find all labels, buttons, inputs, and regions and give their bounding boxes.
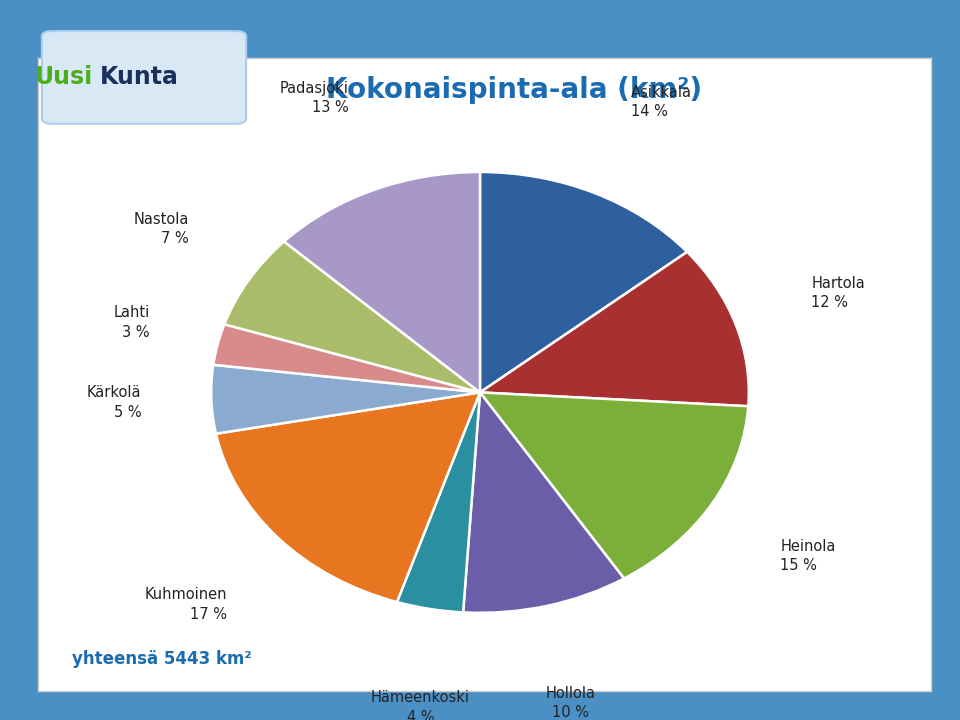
Text: Lahti
3 %: Lahti 3 % — [113, 305, 150, 340]
Wedge shape — [480, 252, 749, 406]
Text: Uusi: Uusi — [35, 66, 93, 89]
Text: Asikkala
14 %: Asikkala 14 % — [631, 85, 692, 120]
Text: Hollola
10 %: Hollola 10 % — [545, 686, 595, 720]
Text: Hämeenkoski
4 %: Hämeenkoski 4 % — [371, 690, 470, 720]
Wedge shape — [480, 172, 687, 392]
Wedge shape — [463, 392, 624, 613]
Wedge shape — [284, 172, 480, 392]
Wedge shape — [211, 365, 480, 433]
Wedge shape — [216, 392, 480, 602]
Wedge shape — [396, 392, 480, 613]
Text: Kärkolä
5 %: Kärkolä 5 % — [87, 385, 141, 420]
Wedge shape — [225, 241, 480, 392]
Wedge shape — [213, 324, 480, 392]
Wedge shape — [480, 392, 748, 578]
Text: Heinola
15 %: Heinola 15 % — [780, 539, 836, 573]
Text: Hartola
12 %: Hartola 12 % — [811, 276, 865, 310]
Text: Nastola
7 %: Nastola 7 % — [133, 212, 189, 246]
Text: Kokonaispinta-ala (km²): Kokonaispinta-ala (km²) — [325, 76, 702, 104]
Text: Kuhmoinen
17 %: Kuhmoinen 17 % — [145, 588, 228, 621]
Text: Padasjoki
13 %: Padasjoki 13 % — [279, 81, 348, 115]
Text: yhteensä 5443 km²: yhteensä 5443 km² — [72, 649, 252, 668]
Text: Kunta: Kunta — [100, 66, 180, 89]
FancyBboxPatch shape — [42, 31, 246, 124]
